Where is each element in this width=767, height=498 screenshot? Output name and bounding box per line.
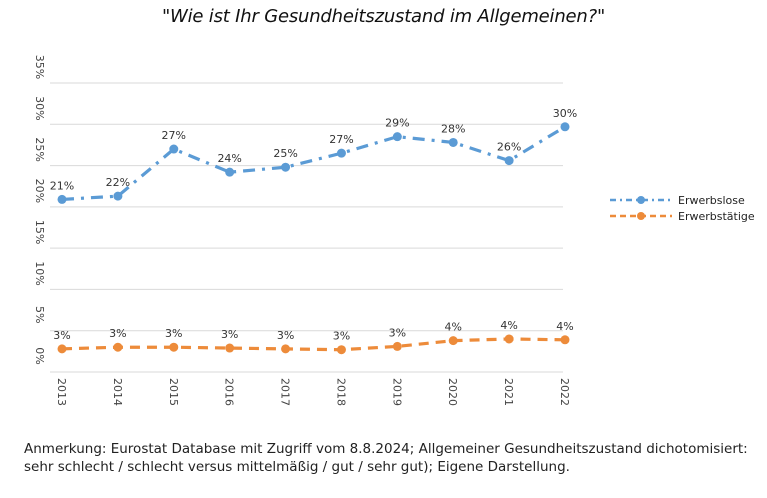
data-label: 4%: [556, 320, 573, 333]
data-label: 27%: [329, 133, 353, 146]
data-point: [57, 194, 67, 204]
chart-title: "Wie ist Ihr Gesundheitszustand im Allge…: [161, 6, 606, 27]
footnote: Anmerkung: Eurostat Database mit Zugriff…: [24, 441, 748, 475]
series-erwerbstätige: [57, 334, 570, 355]
legend-marker: [637, 196, 645, 204]
data-point: [448, 336, 458, 346]
data-point: [560, 335, 570, 345]
data-point: [560, 122, 570, 132]
legend-marker: [637, 212, 645, 220]
data-labels: 21% 22% 27% 24% 25% 27% 29% 28% 26% 30% 3% 3% 3% 3% 3%…: [50, 107, 577, 343]
series-lines: [57, 122, 570, 355]
data-point: [225, 167, 235, 177]
data-point: [169, 144, 179, 154]
y-tick-label: 25%: [33, 137, 46, 161]
legend-label: Erwerbstätige: [678, 210, 755, 223]
y-axis-tick-labels: 0% 5% 10% 15% 20% 25% 30% 35%: [33, 55, 46, 365]
data-label: 4%: [500, 319, 517, 332]
gridlines: [50, 82, 563, 373]
data-point: [504, 334, 514, 344]
series-line: [61, 125, 566, 202]
data-label: 21%: [50, 179, 74, 192]
data-label: 27%: [162, 129, 186, 142]
y-tick-label: 15%: [33, 220, 46, 244]
y-tick-label: 35%: [33, 55, 46, 79]
x-tick-label: 2021: [502, 378, 515, 406]
data-label: 3%: [165, 327, 182, 340]
x-axis-tick-labels: 2013 2014 2015 2016 2017 2018 2019 2020 2021 2022: [55, 378, 571, 406]
data-point: [281, 344, 291, 354]
data-point: [336, 148, 346, 158]
series-line: [61, 337, 566, 352]
data-point: [448, 137, 458, 147]
legend: Erwerbslose Erwerbstätige: [610, 194, 755, 223]
data-point: [169, 342, 179, 352]
data-point: [504, 156, 514, 166]
y-tick-label: 5%: [33, 306, 46, 323]
data-label: 24%: [217, 152, 241, 165]
data-label: 3%: [221, 328, 238, 341]
data-point: [392, 341, 402, 351]
x-tick-label: 2017: [279, 378, 292, 406]
data-label: 29%: [385, 117, 409, 130]
legend-label: Erwerbslose: [678, 194, 745, 207]
data-point: [281, 162, 291, 172]
data-label: 4%: [444, 321, 461, 334]
data-point: [57, 344, 67, 354]
x-tick-label: 2014: [111, 378, 124, 406]
data-label: 3%: [53, 329, 70, 342]
data-label: 3%: [109, 327, 126, 340]
x-tick-label: 2022: [558, 378, 571, 406]
x-tick-label: 2019: [390, 378, 403, 406]
data-label: 3%: [333, 330, 350, 343]
x-tick-label: 2013: [55, 378, 68, 406]
data-label: 30%: [553, 107, 577, 120]
data-label: 22%: [106, 176, 130, 189]
x-tick-label: 2015: [167, 378, 180, 406]
y-tick-label: 10%: [33, 261, 46, 285]
x-tick-label: 2018: [334, 378, 347, 406]
data-point: [336, 345, 346, 355]
data-point: [392, 132, 402, 142]
data-label: 25%: [273, 147, 297, 160]
y-tick-label: 0%: [33, 347, 46, 364]
data-label: 28%: [441, 122, 465, 135]
y-tick-label: 20%: [33, 179, 46, 203]
legend-item: Erwerbstätige: [610, 210, 755, 223]
data-point: [113, 191, 123, 201]
data-label: 26%: [497, 141, 521, 154]
data-label: 3%: [389, 326, 406, 339]
y-tick-label: 30%: [33, 96, 46, 120]
data-point: [225, 343, 235, 353]
data-point: [113, 342, 123, 352]
legend-item: Erwerbslose: [610, 194, 745, 207]
data-label: 3%: [277, 329, 294, 342]
x-tick-label: 2020: [446, 378, 459, 406]
series-erwerbslose: [57, 122, 570, 204]
x-tick-label: 2016: [223, 378, 236, 406]
